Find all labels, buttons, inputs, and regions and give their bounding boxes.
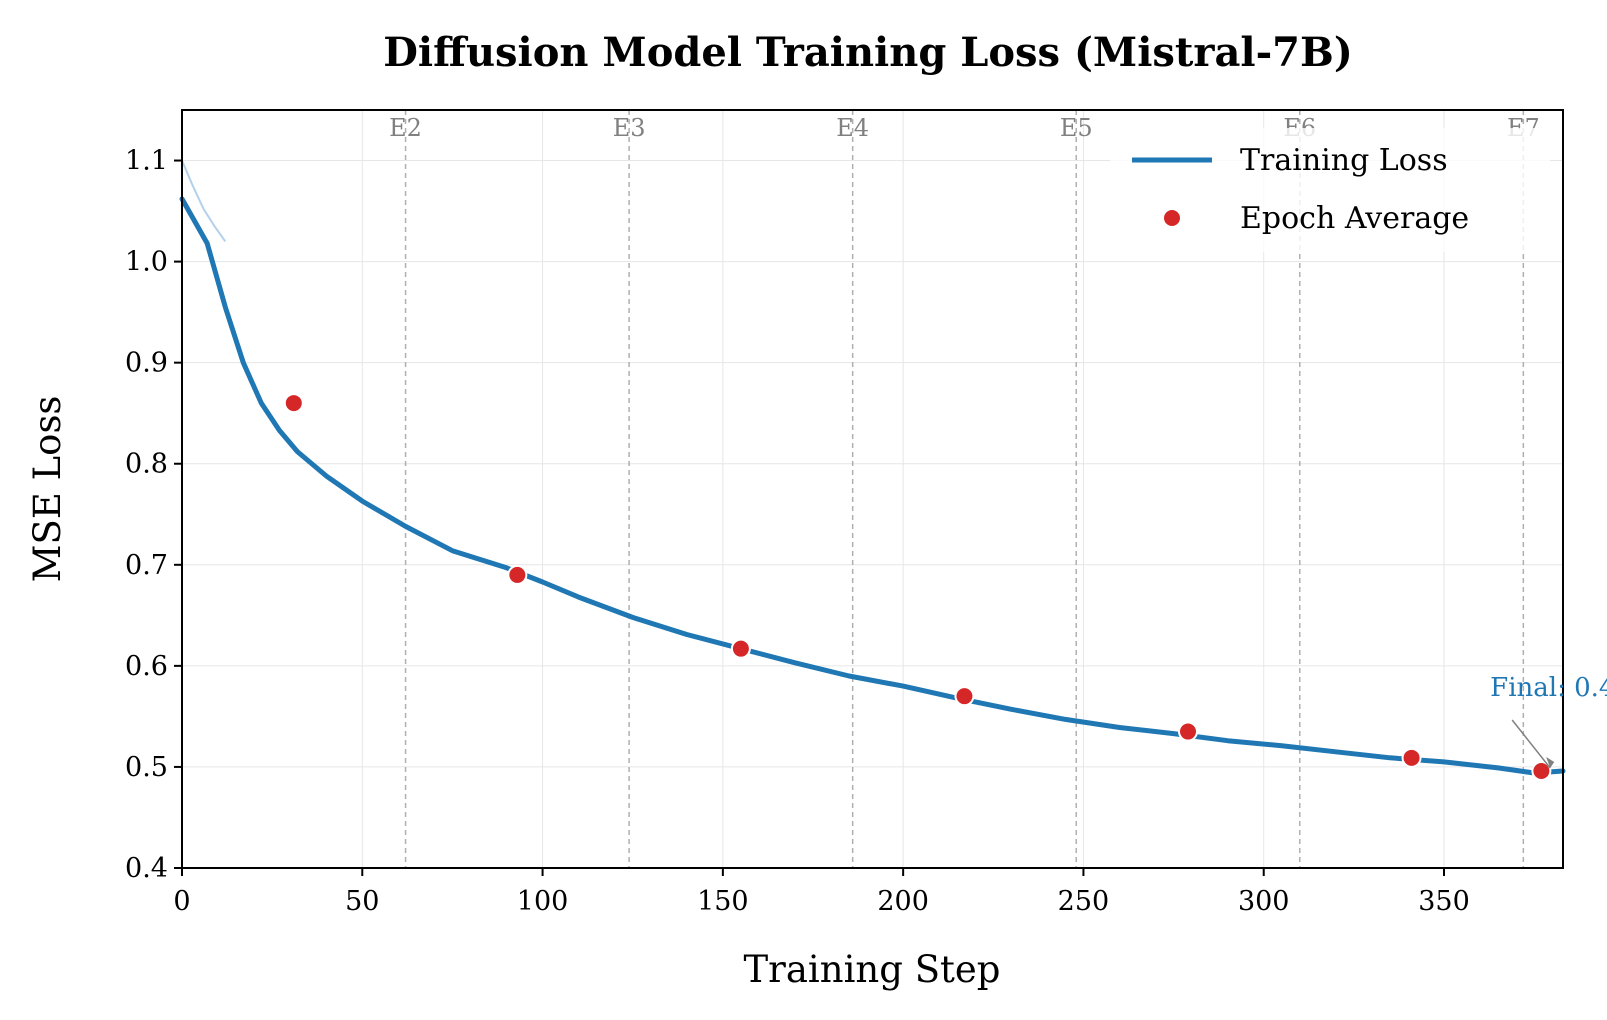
annotation-arrow	[1511, 719, 1551, 769]
epoch-label: E5	[1060, 114, 1093, 142]
y-axis-label: MSE Loss	[26, 396, 69, 583]
annotation-label: Final: 0.490	[1490, 673, 1607, 703]
y-tick-label: 0.6	[125, 651, 168, 682]
final-annotation: Final: 0.490	[1490, 673, 1607, 769]
x-tick-label: 200	[877, 886, 929, 917]
y-tick-label: 0.9	[125, 348, 168, 379]
x-axis-label: Training Step	[744, 948, 1001, 991]
x-tick-label: 150	[697, 886, 749, 917]
legend-label-epoch-average: Epoch Average	[1240, 201, 1469, 236]
epoch-label: E4	[836, 114, 869, 142]
y-tick-label: 0.4	[125, 853, 168, 884]
x-tick-label: 0	[173, 886, 190, 917]
epoch-average-point	[954, 686, 975, 707]
annotation-arrowhead	[1546, 756, 1555, 768]
x-tick-label: 300	[1238, 886, 1290, 917]
y-tick-label: 0.7	[125, 550, 168, 581]
y-tick-label: 0.5	[125, 752, 168, 783]
legend-label-training-loss: Training Loss	[1240, 143, 1448, 178]
epoch-label: E2	[389, 114, 422, 142]
legend-dot-swatch	[1162, 208, 1182, 228]
x-tick-label: 50	[345, 886, 379, 917]
epoch-average-points	[283, 393, 1552, 781]
y-tick-label: 1.0	[125, 247, 168, 278]
epoch-average-point	[1401, 747, 1422, 768]
epoch-average-point	[1531, 760, 1552, 781]
epoch-average-point	[283, 393, 304, 414]
epoch-average-point	[1178, 721, 1199, 742]
x-tick-label: 100	[517, 886, 569, 917]
chart-title: Diffusion Model Training Loss (Mistral-7…	[383, 29, 1353, 76]
x-tick-label: 250	[1058, 886, 1110, 917]
legend: Training Loss Epoch Average	[1110, 128, 1550, 252]
x-tick-label: 350	[1418, 886, 1470, 917]
plot-frame	[181, 109, 1564, 869]
epoch-average-point	[507, 564, 528, 585]
epoch-average-point	[730, 638, 751, 659]
y-tick-label: 0.8	[125, 449, 168, 480]
epoch-label: E3	[613, 114, 646, 142]
raw-loss-line	[181, 160, 227, 242]
y-tick-label: 1.1	[125, 146, 168, 177]
legend-box	[1110, 128, 1550, 252]
axis-ticks: 0 50 100 150 200 250 300 350 0.4 0.5 0.6 0.7 0.8 0.9 1…	[125, 146, 1470, 917]
